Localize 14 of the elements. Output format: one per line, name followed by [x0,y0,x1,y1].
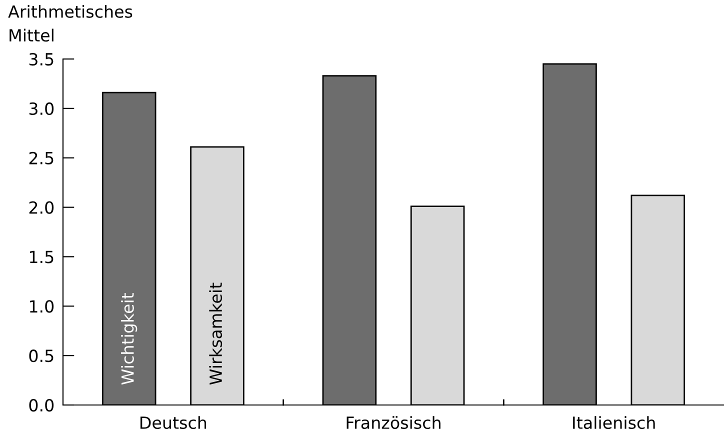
series-label: Wirksamkeit [209,282,222,385]
y-tick-label: 0.0 [29,398,54,412]
y-tick-label: 3.5 [29,52,54,66]
x-tick-label: Deutsch [140,416,206,430]
y-tick-label: 3.0 [29,102,54,115]
y-tick-label: 0.5 [29,350,54,362]
y-tick-label: 1.5 [30,250,54,264]
y-axis-title: Arithmetisches Mittel [8,5,132,42]
y-tick-label: 1.0 [30,300,54,313]
y-tick-label: 2.5 [29,152,54,164]
y-tick-label: 2.0 [29,201,54,214]
x-tick-label: Französisch [346,416,440,430]
series-label: Wichtigkeit [121,292,138,385]
x-tick-label: Italienisch [573,416,655,430]
